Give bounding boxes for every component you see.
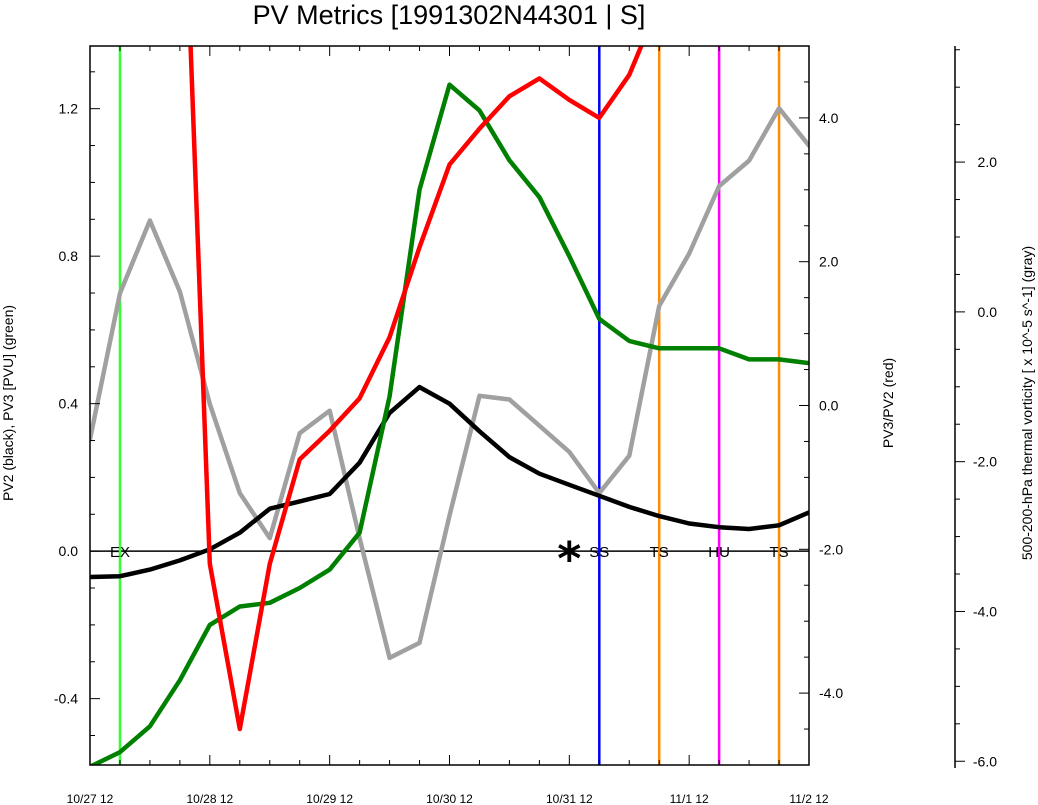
x-tick-label: 11/1 12 xyxy=(670,792,709,805)
x-tick-label: 10/29 12 xyxy=(306,792,353,805)
left-axis-label: PV2 (black), PV3 [PVU] (green) xyxy=(0,305,16,501)
right-tick-label: -2.0 xyxy=(819,541,843,557)
left-tick-label: 0.8 xyxy=(59,248,79,264)
right-tick-label: 2.0 xyxy=(819,254,839,270)
x-tick-label: 10/27 12 xyxy=(67,792,114,805)
left-tick-label: 0.4 xyxy=(59,396,79,412)
series-line-pv3-pv2 xyxy=(188,46,644,732)
x-tick-label: 10/30 12 xyxy=(426,792,473,805)
x-tick-label: 10/31 12 xyxy=(546,792,593,805)
right-tick-label: 0.0 xyxy=(819,398,839,414)
right-tick-label: 4.0 xyxy=(819,110,839,126)
chart-title: PV Metrics [1991302N44301 | S] xyxy=(253,0,646,30)
plot-area: EX SS TS HU TS * 10/27 12 10/28 12 10/29 12 10/30… xyxy=(54,45,998,805)
right-tick-label: -4.0 xyxy=(819,685,843,701)
x-tick-label: 11/2 12 xyxy=(789,792,828,805)
right2-tick-label: -4.0 xyxy=(973,603,997,619)
x-tick-label: 10/28 12 xyxy=(186,792,233,805)
series-line-pv2 xyxy=(90,384,809,580)
event-label-ex-0: EX xyxy=(110,544,130,561)
event-label-ts-2: TS xyxy=(650,544,669,561)
series-line-pv3 xyxy=(90,82,809,765)
event-label-hu-3: HU xyxy=(708,544,730,561)
marker-asterisk: * xyxy=(557,532,581,586)
left-tick-label: -0.4 xyxy=(54,691,78,707)
right2-axis-label: 500-200-hPa thermal vorticity [ x 10^-5 … xyxy=(1019,246,1035,560)
event-label-ts-4: TS xyxy=(769,544,788,561)
right2-tick-label: -6.0 xyxy=(973,753,997,769)
left-tick-label: 0.0 xyxy=(59,543,79,559)
right2-tick-label: 0.0 xyxy=(978,304,998,320)
series-line-thermal-vorticity xyxy=(90,105,809,661)
right2-tick-label: -2.0 xyxy=(973,454,997,470)
left-tick-label: 1.2 xyxy=(59,101,79,117)
right-axis-label: PV3/PV2 (red) xyxy=(880,358,896,448)
right2-tick-label: 2.0 xyxy=(978,154,998,170)
plot-series-group xyxy=(90,46,809,765)
event-label-ss-1: SS xyxy=(589,544,609,561)
